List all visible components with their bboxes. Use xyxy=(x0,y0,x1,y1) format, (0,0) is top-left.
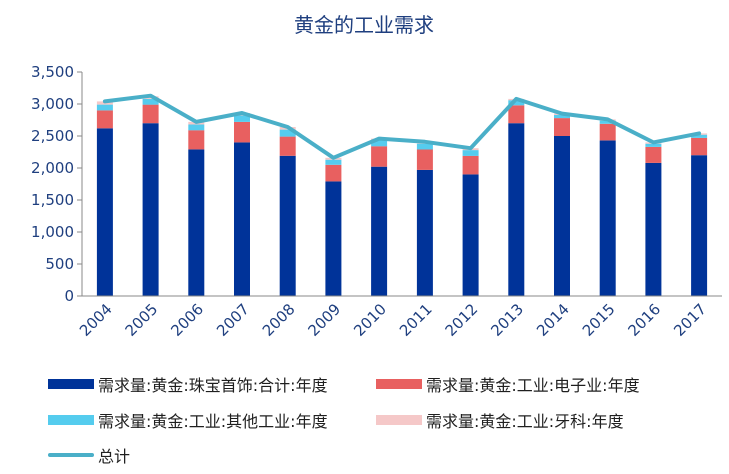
x-tick-label: 2009 xyxy=(305,300,345,340)
y-tick-label: 2,000 xyxy=(31,159,74,177)
total-line xyxy=(102,93,702,160)
bar-series2-2014 xyxy=(554,114,570,119)
bar-series1-2011 xyxy=(416,149,433,170)
bar-series2-2006 xyxy=(188,124,205,131)
bar-series1-2012 xyxy=(462,155,479,175)
y-tick-label: 1,000 xyxy=(31,223,74,241)
y-tick-label: 3,000 xyxy=(31,95,74,113)
x-tick-label: 2006 xyxy=(167,300,207,340)
bar-series0-2006 xyxy=(188,149,205,296)
bar-series0-2016 xyxy=(645,162,662,296)
bar-series2-2007 xyxy=(234,115,250,122)
bar-series2-2005 xyxy=(142,98,159,105)
bar-series0-2008 xyxy=(279,155,296,296)
y-tick-label: 2,500 xyxy=(31,127,74,145)
bar-series1-2015 xyxy=(599,123,616,141)
bar-series2-2016 xyxy=(645,143,662,147)
bar-series0-2013 xyxy=(508,123,525,296)
bar-series2-2012 xyxy=(462,150,479,156)
x-tick-label: 2017 xyxy=(670,300,710,340)
bar-series1-2004 xyxy=(96,110,113,129)
bar-series1-2007 xyxy=(234,121,250,143)
x-tick-label: 2004 xyxy=(76,300,116,340)
bar-series0-2011 xyxy=(416,169,433,296)
y-tick-label: 500 xyxy=(45,255,74,273)
bar-series1-2016 xyxy=(645,146,662,163)
bar-series0-2015 xyxy=(599,140,616,296)
x-tick-label: 2007 xyxy=(213,300,253,340)
x-tick-label: 2005 xyxy=(122,300,162,340)
bar-series1-2008 xyxy=(279,136,296,156)
bar-series2-2013 xyxy=(508,100,525,106)
y-tick-label: 3,500 xyxy=(31,63,74,81)
bar-series2-2015 xyxy=(599,120,616,124)
bar-series0-2017 xyxy=(691,155,708,296)
bar-series0-2007 xyxy=(234,142,250,296)
bar-series0-2004 xyxy=(96,128,113,296)
bar-series0-2010 xyxy=(371,166,388,296)
bar-series1-2014 xyxy=(554,118,570,136)
bar-series2-2011 xyxy=(416,143,433,150)
bar-series1-2009 xyxy=(325,164,342,182)
bar-series2-2017 xyxy=(691,134,708,138)
x-tick-label: 2015 xyxy=(579,300,619,340)
x-tick-label: 2010 xyxy=(350,300,390,340)
bar-series0-2012 xyxy=(462,174,479,296)
bar-series2-2009 xyxy=(325,159,342,165)
x-tick-label: 2016 xyxy=(625,300,665,340)
bar-series0-2005 xyxy=(142,123,159,296)
y-tick-label: 1,500 xyxy=(31,191,74,209)
bar-series2-2008 xyxy=(279,129,296,137)
x-tick-label: 2011 xyxy=(396,300,436,340)
y-tick-label: 0 xyxy=(64,287,74,305)
x-tick-label: 2012 xyxy=(442,300,482,340)
bar-series0-2014 xyxy=(554,136,570,296)
chart-title: 黄金的工业需求 xyxy=(294,13,434,37)
bar-series1-2010 xyxy=(371,146,388,167)
bar-series1-2005 xyxy=(142,104,159,124)
bar-series0-2009 xyxy=(325,181,342,296)
x-tick-label: 2014 xyxy=(533,300,573,340)
x-tick-label: 2008 xyxy=(259,300,299,340)
bar-series1-2006 xyxy=(188,130,205,150)
bar-series2-2004 xyxy=(96,104,113,111)
x-tick-label: 2013 xyxy=(487,300,527,340)
bar-series1-2017 xyxy=(691,137,708,156)
bar-series2-2010 xyxy=(371,140,388,147)
bar-series1-2013 xyxy=(508,105,525,124)
